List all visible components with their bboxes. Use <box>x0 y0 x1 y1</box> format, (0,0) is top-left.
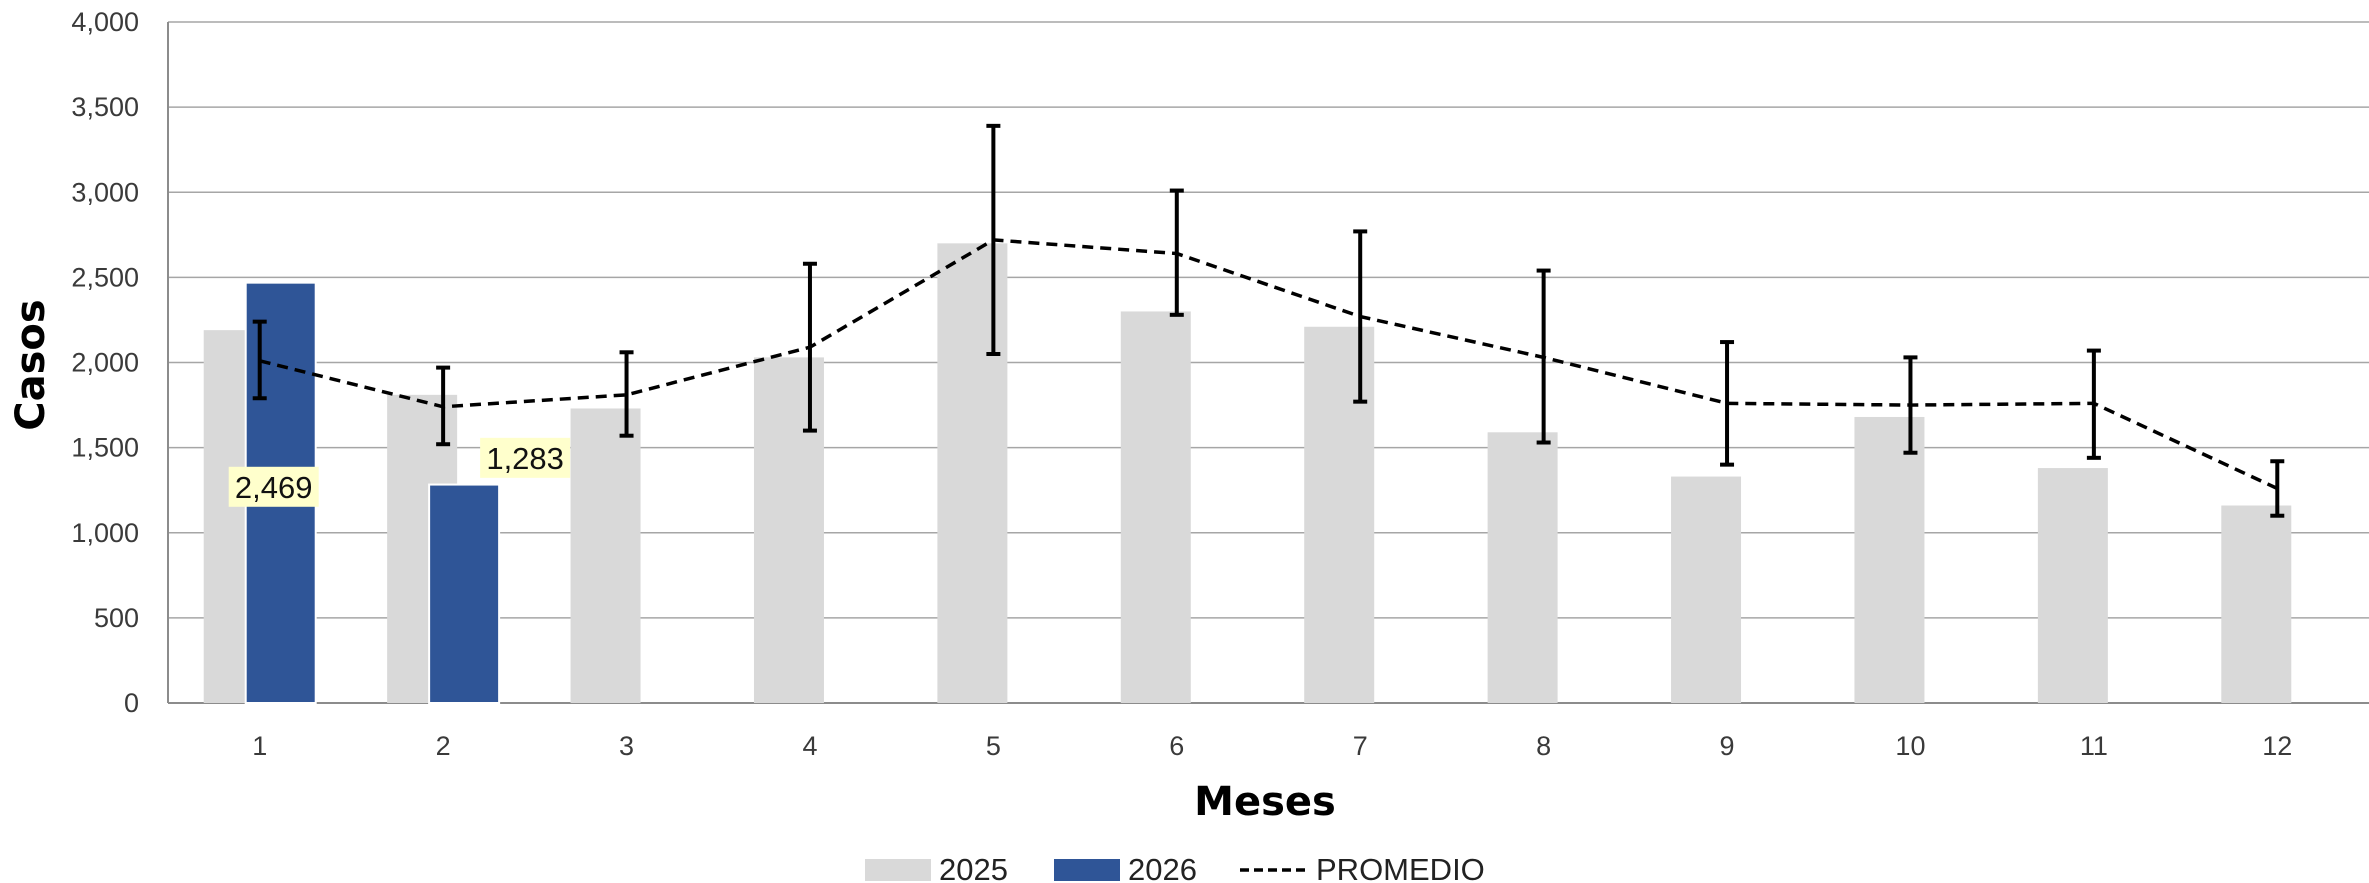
legend-swatch-2026 <box>1054 859 1120 881</box>
x-tick-label: 4 <box>802 731 817 761</box>
x-tick-label: 5 <box>986 731 1001 761</box>
bar-2025 <box>1854 416 1925 703</box>
x-tick-label: 10 <box>1895 731 1925 761</box>
y-tick-label: 4,000 <box>71 7 139 37</box>
data-label-background <box>480 437 571 478</box>
bar-2025 <box>1304 326 1375 703</box>
bar-2025 <box>1120 311 1191 703</box>
y-tick-label: 500 <box>94 603 139 633</box>
data-labels: 2,469 1,283 <box>228 437 571 507</box>
bar-2025 <box>937 243 1008 703</box>
x-tick-label: 3 <box>619 731 634 761</box>
y-tick-label: 3,500 <box>71 92 139 122</box>
y-tick-label: 2,000 <box>71 348 139 378</box>
legend-label-2025: 2025 <box>939 852 1008 883</box>
x-tick-label: 12 <box>2262 731 2292 761</box>
bar-2026 <box>428 483 501 704</box>
x-tick-label: 11 <box>2080 731 2108 761</box>
error-bars <box>252 123 2285 518</box>
x-tick-label: 9 <box>1720 731 1735 761</box>
y-axis-ticks: 0 500 1,000 1,500 2,000 2,500 3,000 3,500 4,000 <box>71 7 139 718</box>
x-axis-title: Meses <box>1194 779 1336 825</box>
y-tick-label: 1,000 <box>71 518 139 548</box>
x-tick-label: 8 <box>1536 731 1551 761</box>
x-tick-label: 1 <box>252 731 267 761</box>
bar-2025 <box>1671 476 1742 703</box>
bar-2025 <box>2221 505 2292 703</box>
bar-2025 <box>2037 468 2108 703</box>
x-tick-label: 6 <box>1169 731 1184 761</box>
data-label-2026: 1,283 <box>486 441 564 476</box>
bar-2025 <box>1487 432 1558 703</box>
promedio-series-line <box>259 238 2279 491</box>
x-axis-ticks: 1 2 3 4 5 6 7 8 9 10 11 12 <box>252 731 2292 761</box>
legend-label-2026: 2026 <box>1128 852 1197 883</box>
y-axis-title: Casos <box>8 299 54 430</box>
y-tick-label: 0 <box>124 688 139 718</box>
x-tick-label: 2 <box>436 731 451 761</box>
legend: 2025 2026 PROMEDIO <box>865 852 1485 883</box>
y-tick-label: 3,000 <box>71 177 139 207</box>
bar-2025 <box>570 408 641 703</box>
y-tick-label: 1,500 <box>71 433 139 463</box>
promedio-line <box>259 238 2279 491</box>
data-label-2026: 2,469 <box>235 470 313 505</box>
legend-swatch-2025 <box>865 859 931 881</box>
y-tick-label: 2,500 <box>71 262 139 292</box>
data-label-background <box>228 466 319 507</box>
x-tick-label: 7 <box>1353 731 1368 761</box>
bar-2025 <box>753 357 824 703</box>
legend-label-promedio: PROMEDIO <box>1316 852 1485 883</box>
